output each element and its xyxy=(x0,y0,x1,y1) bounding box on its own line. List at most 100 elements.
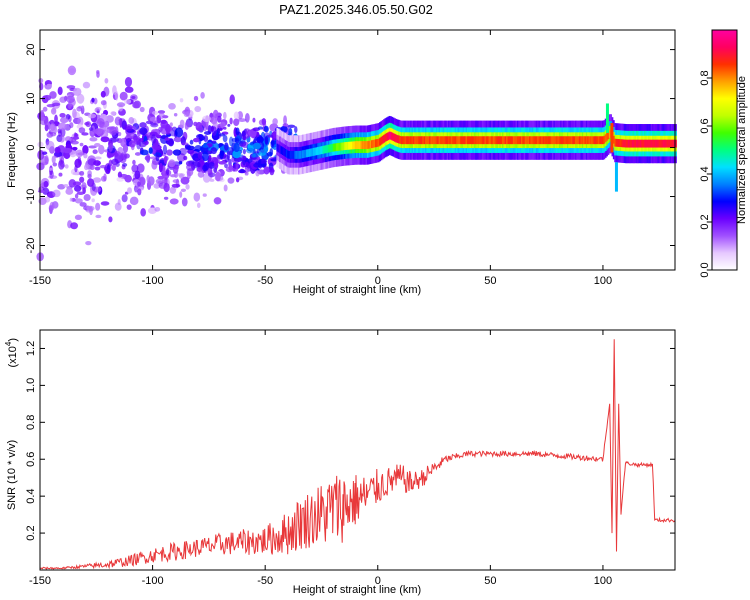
spectrogram-ridge-cell xyxy=(546,136,549,145)
spectrogram-cell xyxy=(110,137,120,143)
spectrogram-cell xyxy=(74,214,82,221)
spectrogram-ridge-cell xyxy=(308,148,311,157)
spectrogram-ridge-cell xyxy=(285,149,288,158)
spectrogram-ridge-cell xyxy=(358,141,361,150)
spectrogram-ridge-cell xyxy=(604,134,607,143)
spectrogram-cell xyxy=(269,166,275,176)
spectrogram-ridge-cell xyxy=(364,141,367,150)
spectrogram-cell xyxy=(200,92,205,99)
spectrogram-cell xyxy=(168,103,176,110)
spectrogram-cell xyxy=(137,188,142,196)
spectrogram-ridge-cell xyxy=(625,139,627,148)
spectrogram-ridge-cell xyxy=(556,136,558,145)
spectrogram-cell xyxy=(152,110,159,116)
spectrogram-cell xyxy=(43,94,52,101)
spectrogram-cell xyxy=(261,118,267,126)
spectrogram-ridge-cell xyxy=(450,136,453,145)
spectrogram-cell xyxy=(137,181,141,187)
spectrogram-ridge-cell xyxy=(468,136,471,145)
spectrogram-cell xyxy=(239,168,245,173)
spectrogram-ridge-cell xyxy=(368,140,371,149)
spectrogram-ridge-cell xyxy=(315,147,318,156)
spectrogram-cell xyxy=(215,171,221,182)
spectrogram-cell xyxy=(155,153,160,162)
spectrogram-ridge-cell xyxy=(669,139,672,148)
spectrogram-cell xyxy=(183,155,188,161)
spectrogram-ridge-cell xyxy=(439,136,442,145)
spectrogram-cell xyxy=(124,86,134,93)
spectrogram-ridge-cell xyxy=(331,143,334,152)
spectrogram-cell xyxy=(42,106,48,112)
colorbar-tick-label: 0.6 xyxy=(699,118,711,133)
spectrogram-cell xyxy=(149,116,158,122)
spectrogram-cell xyxy=(81,182,87,190)
spectrogram-ridge-cell xyxy=(553,136,556,145)
spectrogram-cell xyxy=(126,132,135,139)
spectrogram-cell xyxy=(134,152,141,156)
spectrogram-cell xyxy=(134,170,141,179)
spectrogram-ridge-cell xyxy=(656,139,658,148)
spectrogram-cell xyxy=(49,132,57,137)
spectrogram-ridge-cell xyxy=(396,135,399,143)
spectrogram-cell xyxy=(180,176,190,185)
spectrogram-cell xyxy=(224,163,228,169)
spectrogram-cell xyxy=(94,142,101,147)
spectrogram-ridge-cell xyxy=(323,145,326,154)
spectrogram-cell xyxy=(116,176,125,182)
spectrogram-cell xyxy=(154,206,161,212)
spectrogram-cell xyxy=(194,144,202,152)
spectrogram-ridge-cell xyxy=(352,141,354,150)
spectrogram-cell xyxy=(67,101,72,110)
spectrogram-cell xyxy=(100,90,106,98)
spectrogram-cell xyxy=(42,151,48,155)
spectrogram-ridge-cell xyxy=(542,136,545,145)
spectrogram-cell xyxy=(140,208,146,217)
spectrogram-ridge-cell xyxy=(298,150,300,159)
spectrogram-x-axis-label: Height of straight line (km) xyxy=(293,284,421,296)
spectrogram-cell xyxy=(109,126,118,136)
spectrogram-cell xyxy=(77,116,84,127)
spectrogram-cell xyxy=(58,159,65,170)
spectrogram-ridge-cell xyxy=(672,139,675,148)
x-tick-label: -100 xyxy=(142,275,164,287)
spectrogram-cell xyxy=(263,125,269,133)
spectrogram-ridge-cell xyxy=(583,136,585,145)
spectrogram-ridge-cell xyxy=(425,136,427,145)
spectrogram-ridge-cell xyxy=(668,139,671,148)
spectrogram-cell xyxy=(88,145,97,149)
spectrogram-ridge-cell xyxy=(283,148,286,156)
spectrogram-cell xyxy=(223,126,227,130)
spectrogram-ridge-cell xyxy=(427,136,430,145)
spectrogram-ridge-cell xyxy=(635,139,638,148)
spectrogram-ridge-cell xyxy=(618,139,621,147)
spectrogram-ridge-cell xyxy=(665,139,668,148)
y-tick-label: 0.8 xyxy=(25,415,37,430)
y-tick-label: -10 xyxy=(25,189,37,205)
spectrogram-ridge-cell xyxy=(387,132,390,141)
spectrogram-cell xyxy=(98,144,105,155)
spectrogram-cell xyxy=(171,183,181,188)
y-tick-label: 0 xyxy=(25,144,37,150)
spectrogram-ridge-cell xyxy=(388,131,391,140)
spectrogram-ridge-cell xyxy=(639,139,642,148)
spectrogram-cell xyxy=(242,148,246,155)
spectrogram-ridge-cell xyxy=(504,136,507,145)
spectrogram-cell xyxy=(218,160,226,165)
spectrogram-cell xyxy=(63,184,69,188)
spectrogram-ridge-cell xyxy=(525,136,527,145)
spectrogram-cell xyxy=(78,127,86,134)
spectrogram-cell xyxy=(79,170,85,176)
spectrogram-ridge-cell xyxy=(649,139,652,148)
spectrogram-ridge-cell xyxy=(326,145,329,153)
spectrogram-cell xyxy=(185,184,190,190)
spectrogram-ridge-cell xyxy=(384,133,387,142)
spectrogram-ridge-cell xyxy=(343,142,346,150)
spectrogram-cell xyxy=(232,149,241,159)
spectrogram-ridge-cell xyxy=(307,149,310,157)
spectrogram-spike xyxy=(605,103,609,133)
spectrogram-ridge-cell xyxy=(321,146,323,155)
spectrogram-ridge-cell xyxy=(558,136,561,145)
spectrogram-ridge-cell xyxy=(400,136,403,145)
colorbar-ticks: 0.0 0.2 0.4 0.6 0.8 xyxy=(699,70,712,278)
spectrogram-ridge-cell xyxy=(543,136,546,145)
